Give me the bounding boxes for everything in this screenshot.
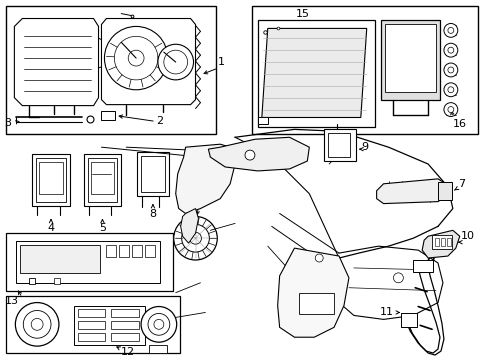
Circle shape [148,314,169,335]
Text: 2: 2 [156,116,163,126]
Bar [74,306,145,345]
Bar [141,156,164,192]
Bar [6,6,216,134]
Text: 3: 3 [4,118,11,129]
Circle shape [443,23,457,37]
Bar [384,24,435,92]
Bar [137,152,168,196]
Polygon shape [421,230,459,258]
Bar [149,345,166,353]
Circle shape [141,306,176,342]
Bar [20,245,99,273]
Bar [90,162,114,194]
Bar [119,245,129,257]
Bar [78,333,105,341]
Circle shape [443,63,457,77]
Polygon shape [102,18,195,105]
Circle shape [447,47,453,53]
Bar [6,233,172,291]
Bar [106,245,116,257]
Circle shape [443,43,457,57]
Bar [299,293,333,314]
Bar [87,158,117,202]
Circle shape [128,50,144,66]
Bar [412,260,432,272]
Polygon shape [180,208,198,243]
Bar [446,238,450,246]
Bar [78,321,105,329]
Polygon shape [376,179,445,204]
Bar [401,314,416,327]
Circle shape [158,44,193,80]
Bar [16,241,160,283]
Bar [257,21,374,127]
Bar [111,321,139,329]
Text: 8: 8 [149,208,156,219]
Bar [6,296,179,353]
Bar [111,310,139,318]
Text: 16: 16 [452,120,466,130]
Polygon shape [261,28,366,117]
Text: 6: 6 [195,194,202,204]
Circle shape [154,319,163,329]
Bar [380,21,439,100]
Circle shape [104,26,167,90]
Text: 11: 11 [379,307,393,318]
Circle shape [23,310,51,338]
Bar [36,158,66,202]
Circle shape [181,224,209,252]
Bar [145,245,155,257]
Bar [437,182,451,200]
Text: 7: 7 [457,179,464,189]
Circle shape [393,273,403,283]
Circle shape [189,232,201,244]
Text: 12: 12 [121,347,135,357]
Bar [111,333,139,341]
Circle shape [443,103,457,117]
Text: 9: 9 [360,142,367,152]
Circle shape [15,302,59,346]
Bar [32,154,70,206]
Text: 15: 15 [295,9,309,19]
Bar [102,111,115,121]
Circle shape [114,36,158,80]
Circle shape [447,107,453,113]
Circle shape [31,318,43,330]
Polygon shape [257,117,267,125]
Text: 10: 10 [460,231,474,241]
Bar [78,310,105,318]
Circle shape [163,50,187,74]
Bar [83,154,121,206]
Bar [251,6,477,134]
Bar [327,133,349,157]
Circle shape [447,87,453,93]
Bar [431,235,451,249]
Polygon shape [14,18,98,105]
Circle shape [244,150,254,160]
Circle shape [447,27,453,33]
Circle shape [173,216,217,260]
Polygon shape [175,144,235,213]
Bar [434,238,438,246]
Text: 5: 5 [99,224,106,233]
Polygon shape [208,137,309,171]
Circle shape [315,254,323,262]
Circle shape [447,67,453,73]
Bar [440,238,444,246]
Circle shape [443,83,457,97]
Text: 13: 13 [4,296,19,306]
Bar [132,245,142,257]
Text: 1: 1 [218,57,225,67]
Polygon shape [277,248,348,337]
Text: 4: 4 [47,224,55,233]
Bar [324,129,355,161]
Bar [39,162,63,194]
Text: 14: 14 [339,139,353,149]
